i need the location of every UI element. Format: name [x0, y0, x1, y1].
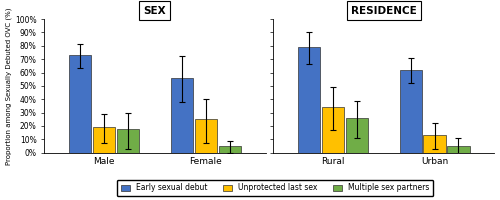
Bar [346, 118, 368, 153]
Bar [448, 146, 469, 153]
Bar [171, 78, 193, 153]
Bar [424, 135, 446, 153]
Title: RESIDENCE: RESIDENCE [350, 6, 416, 16]
Bar [400, 70, 421, 153]
Title: SEX: SEX [144, 6, 167, 16]
Bar [117, 129, 139, 153]
Bar [69, 55, 91, 153]
Bar [195, 119, 217, 153]
Bar [322, 107, 344, 153]
Y-axis label: Proportion among Sexually Debuted OVC (%): Proportion among Sexually Debuted OVC (%… [6, 7, 12, 165]
Bar [219, 146, 241, 153]
Bar [298, 47, 320, 153]
Bar [93, 127, 115, 153]
Legend: Early sexual debut, Unprotected last sex, Multiple sex partners: Early sexual debut, Unprotected last sex… [117, 180, 433, 196]
